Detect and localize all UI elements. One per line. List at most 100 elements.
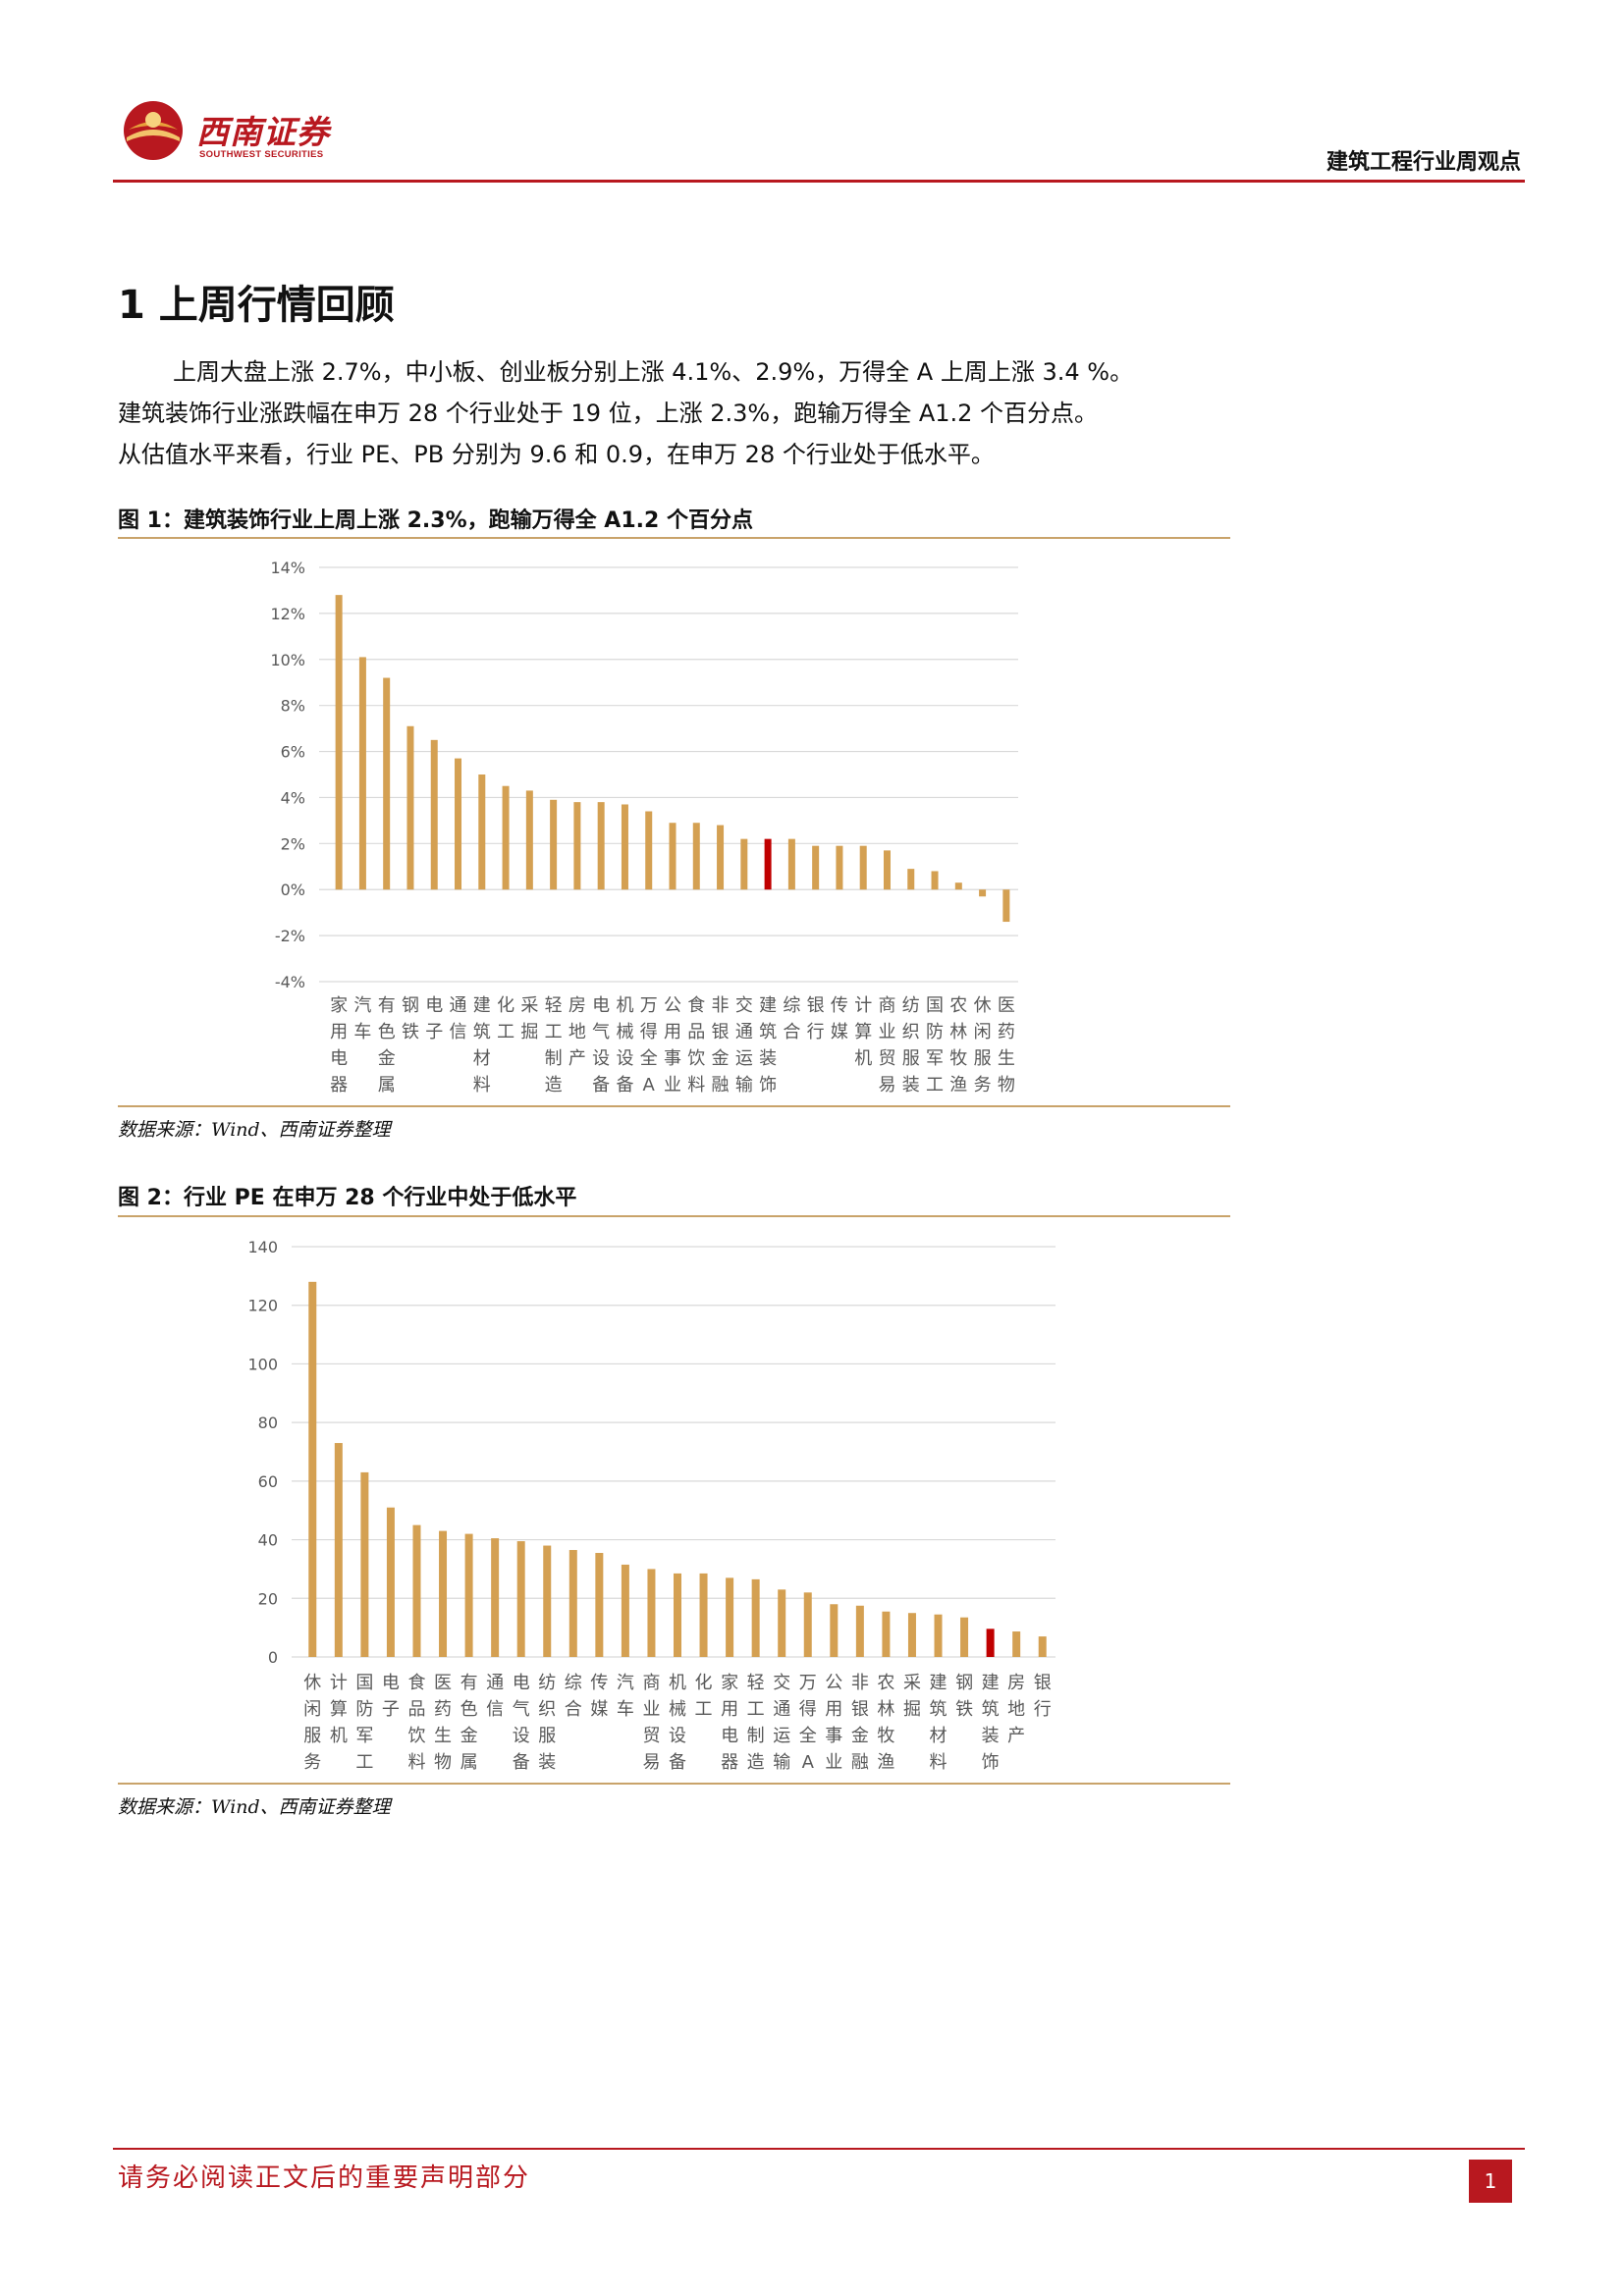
report-category-title: 建筑工程行业周观点 [1326, 150, 1521, 175]
bar [812, 845, 820, 890]
bar [954, 882, 962, 890]
bar [740, 838, 748, 890]
bar [717, 825, 725, 890]
x-category-label: 有色金属 [378, 995, 396, 1095]
bar [1038, 1636, 1047, 1657]
y-tick-label: 0% [281, 881, 305, 899]
y-tick-label: 4% [281, 788, 305, 807]
y-tick-label: 2% [281, 834, 305, 853]
bar [543, 1545, 552, 1657]
x-category-label: 银行 [1034, 1673, 1052, 1720]
x-category-label: 计算机 [330, 1673, 348, 1746]
bar [525, 790, 533, 890]
x-category-label: 医药生物 [434, 1673, 452, 1773]
bar [358, 657, 366, 890]
x-category-label: 有色金属 [460, 1673, 478, 1773]
x-category-label: 综合 [565, 1673, 582, 1720]
x-category-label: 化工 [497, 995, 514, 1042]
bar [1012, 1631, 1021, 1657]
y-tick-label: 100 [247, 1355, 278, 1373]
bar [568, 1550, 577, 1657]
bar [412, 1524, 421, 1657]
y-tick-label: 80 [258, 1414, 278, 1432]
y-tick-label: 12% [270, 605, 305, 623]
x-category-label: 采掘 [903, 1673, 921, 1720]
page-number: 1 [1469, 2160, 1512, 2203]
figure2-bottom-rule [118, 1783, 1230, 1785]
bar [439, 1530, 448, 1657]
x-category-label: 休闲服务 [303, 1673, 321, 1773]
bar [573, 802, 581, 890]
x-category-label: 轻工制造 [747, 1673, 765, 1773]
x-category-label: 商业贸易 [878, 995, 895, 1095]
x-category-label: 家用电器 [330, 995, 348, 1095]
bar [430, 739, 438, 890]
paragraph-line: 上周大盘上涨 2.7%，中小板、创业板分别上涨 4.1%、2.9%，万得全 A … [173, 358, 1134, 386]
bar [516, 1541, 525, 1657]
x-category-label: 农林牧渔 [877, 1673, 894, 1773]
y-tick-label: 14% [270, 559, 305, 577]
paragraph-line: 从估值水平来看，行业 PE、PB 分别为 9.6 和 0.9，在申万 28 个行… [118, 441, 995, 468]
bar [960, 1617, 969, 1657]
y-tick-label: 10% [270, 651, 305, 669]
x-category-label: 食品饮料 [407, 1673, 425, 1773]
x-category-label: 机械设备 [616, 995, 633, 1095]
x-category-label: 电气设备 [513, 1673, 530, 1773]
figure1-title: 图 1：建筑装饰行业上周上涨 2.3%，跑输万得全 A1.2 个百分点 [118, 508, 753, 533]
x-category-label: 建筑材料 [473, 995, 491, 1095]
x-category-label: 计算机 [854, 995, 872, 1069]
x-category-label: 电子 [382, 1673, 400, 1720]
x-category-label: 医药生物 [998, 995, 1015, 1095]
x-category-label: 通信 [486, 1673, 504, 1720]
bar [907, 869, 915, 890]
x-category-label: 建筑装饰 [982, 1673, 1000, 1773]
bar [595, 1553, 604, 1657]
x-category-label: 汽车 [617, 1673, 634, 1720]
figure2-source: 数据来源：Wind、西南证券整理 [118, 1796, 391, 1818]
bar [621, 1564, 629, 1657]
x-category-label: 公用事业 [825, 1673, 842, 1773]
bar [803, 1592, 812, 1657]
figure2-title: 图 2：行业 PE 在申万 28 个行业中处于低水平 [118, 1186, 577, 1210]
x-category-label: 纺织服装 [538, 1673, 556, 1773]
x-category-label: 传媒 [831, 995, 848, 1042]
x-category-label: 交通运输 [773, 1673, 790, 1773]
company-logo: 西南证券 SOUTHWEST SECURITIES [123, 98, 339, 167]
x-category-label: 汽车 [353, 995, 371, 1042]
x-category-label: 国防军工 [926, 995, 944, 1095]
bar [334, 1443, 343, 1657]
x-category-label: 房地产 [1007, 1673, 1025, 1746]
bar [645, 811, 653, 890]
x-category-label: 化工 [695, 1673, 713, 1720]
bar [674, 1573, 681, 1657]
x-category-label: 银行 [807, 995, 825, 1042]
bar [360, 1471, 369, 1657]
bar [907, 1613, 916, 1657]
x-category-label: 公用事业 [664, 995, 681, 1095]
bar [836, 845, 843, 890]
bar [830, 1604, 839, 1657]
y-tick-label: 20 [258, 1589, 278, 1608]
bar [882, 1611, 891, 1657]
bar [883, 850, 891, 890]
bar [751, 1578, 760, 1657]
bar [502, 785, 510, 890]
bar [855, 1605, 864, 1657]
bar [455, 758, 462, 890]
x-category-label: 电气设备 [592, 995, 610, 1095]
y-tick-label: 140 [247, 1238, 278, 1256]
y-tick-label: 6% [281, 743, 305, 762]
y-tick-label: 0 [268, 1648, 278, 1667]
figure1-top-rule [118, 537, 1230, 539]
bar [383, 677, 391, 890]
y-tick-label: -4% [275, 973, 305, 991]
bar [597, 802, 605, 890]
bar [764, 838, 772, 890]
bar [986, 1629, 995, 1657]
bar [669, 823, 677, 890]
bar [386, 1507, 395, 1657]
x-category-label: 万得全 A [799, 1673, 817, 1773]
bar [859, 845, 867, 890]
company-logo-icon [124, 101, 183, 160]
header-divider [113, 180, 1525, 183]
